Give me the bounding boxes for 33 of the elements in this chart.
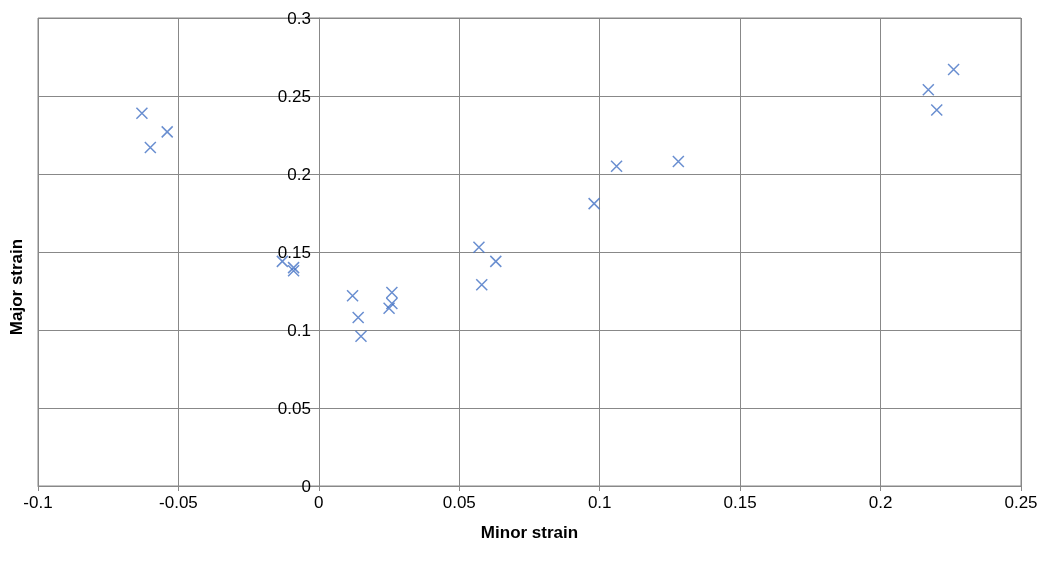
point xyxy=(672,155,685,168)
point xyxy=(587,197,601,210)
x-tick-label: -0.05 xyxy=(159,493,198,512)
x-axis-title: Minor strain xyxy=(480,523,579,542)
x-tick-label: 0.05 xyxy=(442,493,476,512)
point xyxy=(472,241,486,254)
point xyxy=(489,255,503,268)
y-tick-label: 0.2 xyxy=(287,164,311,184)
point xyxy=(930,103,943,117)
point xyxy=(475,278,488,292)
point xyxy=(346,289,359,302)
y-axis-title: Major strain xyxy=(7,238,26,336)
y-tick-label: 0.3 xyxy=(287,8,311,28)
y-tick-label: 0.05 xyxy=(277,398,311,418)
point xyxy=(160,125,174,139)
y-tick-label: 0.25 xyxy=(277,86,311,106)
point xyxy=(947,63,960,76)
x-tick-label: -0.1 xyxy=(23,493,53,512)
point xyxy=(610,159,623,173)
point xyxy=(144,141,157,154)
point xyxy=(351,311,365,324)
x-tick-label: 0.2 xyxy=(868,493,893,512)
y-tick-label: 0 xyxy=(301,476,311,496)
y-tick-label: 0.15 xyxy=(277,242,311,262)
x-tick-label: 0.15 xyxy=(723,493,757,512)
x-tick-label: 0.1 xyxy=(587,493,612,512)
point xyxy=(922,83,935,97)
point xyxy=(135,106,149,120)
point xyxy=(354,329,368,343)
point xyxy=(382,301,396,315)
x-tick-label: 0 xyxy=(314,493,324,512)
x-tick-label: 0.25 xyxy=(1004,493,1038,512)
y-tick-label: 0.1 xyxy=(287,320,311,340)
